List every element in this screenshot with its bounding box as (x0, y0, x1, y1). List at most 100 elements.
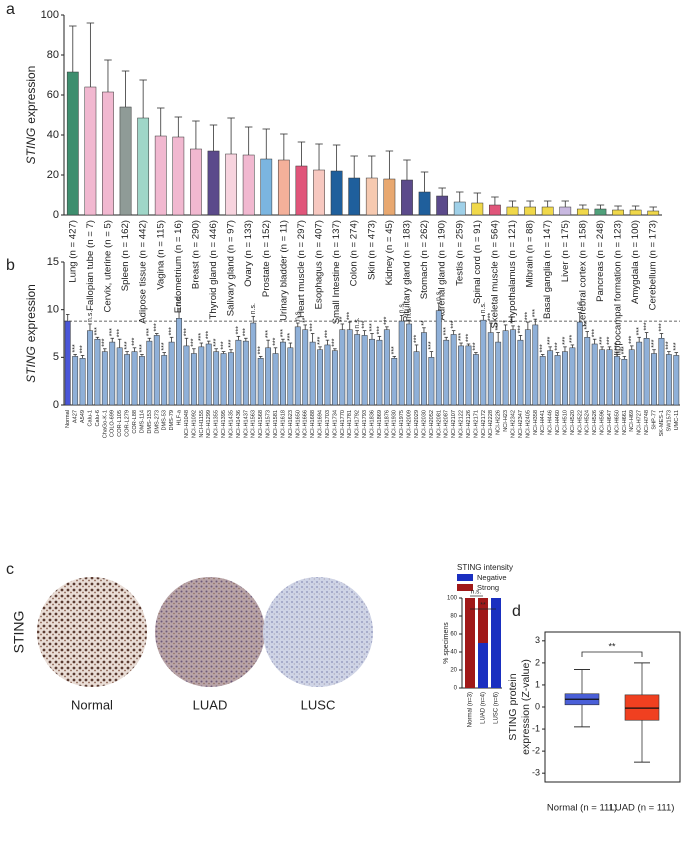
significance-label: *** (391, 346, 398, 354)
panel-letter: b (6, 257, 15, 274)
x-tick-label: Amygdala (n = 100) (630, 220, 641, 304)
x-tick-label: Cerebral cortex (n = 158) (577, 220, 588, 327)
bar (139, 356, 145, 406)
x-tick-label: NCI-H1666 (303, 410, 309, 438)
annotation: ** (480, 602, 486, 609)
bar (398, 320, 405, 406)
bar (495, 341, 502, 406)
y-tick-label: 100 (447, 596, 458, 602)
significance-label: *** (488, 313, 495, 321)
bar (137, 117, 150, 216)
x-tick-label: Hippocampal formation (n = 123) (613, 220, 624, 360)
bar (172, 136, 185, 216)
bar (213, 351, 220, 406)
bar (418, 191, 431, 216)
bar (421, 332, 427, 406)
x-tick-label: NCI-H1618 (280, 410, 286, 438)
bar (94, 338, 101, 406)
x-tick-label: NCI-H661 (622, 410, 628, 435)
legend-title: STING intensity (457, 563, 513, 572)
x-tick-label: NCI-H2126 (466, 410, 472, 438)
y-tick-label: 1 (535, 679, 540, 689)
significance-label: *** (658, 323, 665, 331)
x-tick-label: NCI-H1048 (184, 410, 190, 438)
significance-label: *** (168, 327, 175, 335)
bar (198, 346, 205, 406)
bar (242, 154, 255, 216)
y-tick-label: 5 (53, 351, 59, 363)
significance-label: *** (599, 336, 606, 344)
significance-label: n.s. (406, 307, 413, 318)
significance-label: *** (198, 333, 205, 341)
x-tick-label: NCI-H1395 (221, 410, 227, 438)
significance-label: *** (591, 329, 598, 337)
x-tick-label: NCI-H2029 (414, 410, 420, 438)
x-tick-label: Spinal cord (n = 91) (472, 220, 483, 304)
x-tick-label: NCI-H1975 (399, 410, 405, 438)
bar (541, 206, 554, 216)
y-axis-label-text: expression (24, 284, 38, 342)
x-tick-label: Urinary bladder (n = 11) (278, 220, 289, 321)
significance-label: *** (384, 316, 391, 324)
bar (510, 329, 516, 406)
bar (116, 347, 123, 406)
bar (594, 208, 607, 216)
bar (87, 330, 93, 406)
x-tick-label: NCI-H358 (533, 410, 539, 435)
bar (102, 91, 114, 216)
bar (331, 350, 338, 406)
x-tick-label: NCI-H524 (585, 410, 591, 435)
x-tick-label: LUSC (n=6) (494, 692, 500, 724)
significance-label: *** (220, 341, 227, 349)
significance-label: *** (243, 328, 250, 336)
x-tick-label: SK-MES-1 (659, 410, 665, 436)
x-tick-label: NCI-H1435 (228, 410, 234, 438)
x-tick-label: NCI-H1930 (392, 410, 398, 438)
x-tick-label: ChaGo-K-1 (102, 410, 108, 438)
bar (190, 353, 197, 406)
significance-label: *** (673, 342, 680, 350)
x-tick-label: NCI-H2052 (429, 410, 435, 438)
bar (235, 339, 242, 406)
x-tick-label: NCI-H1568 (258, 410, 264, 438)
bar (154, 135, 167, 216)
bar (339, 329, 346, 406)
bar (383, 329, 390, 406)
significance-label: *** (154, 323, 161, 331)
significance-label: *** (183, 328, 190, 336)
bar (101, 351, 108, 406)
significance-label: n.s. (480, 302, 487, 313)
significance-label: *** (584, 321, 591, 329)
bar (539, 356, 546, 406)
bar (569, 347, 576, 406)
image-label: LUAD (193, 697, 228, 712)
x-tick-label: Testis (n = 259) (454, 220, 465, 286)
bar (621, 358, 628, 406)
x-tick-label: Cervix, uterine (n = 5) (103, 220, 114, 313)
bar (458, 345, 464, 406)
y-tick-label: -2 (532, 745, 540, 755)
significance-label: *** (532, 309, 539, 317)
x-tick-label: Normal (n=3) (468, 692, 474, 727)
bar (576, 321, 583, 406)
x-tick-label: NCI-H1155 (199, 410, 205, 438)
significance-label: *** (79, 345, 86, 353)
x-tick-label: NCI-H650 (614, 410, 620, 435)
significance-label: *** (547, 336, 554, 344)
bar (436, 195, 449, 216)
bar (472, 354, 479, 406)
x-tick-label: NCI-H1734 (332, 410, 338, 438)
x-tick-label: NCI-H1437 (243, 410, 249, 438)
bar (124, 354, 131, 406)
bar (348, 177, 361, 216)
significance-label: *** (94, 327, 101, 335)
x-tick-label: NCI-H1436 (236, 410, 242, 438)
bar (361, 335, 368, 406)
y-tick-label: 0 (535, 701, 540, 711)
bar (559, 206, 572, 216)
significance-label: *** (443, 327, 450, 335)
x-tick-label: LUAD (n = 111) (610, 803, 675, 814)
y-axis-label: expression (Z-value) (520, 659, 532, 755)
bar (354, 334, 361, 406)
